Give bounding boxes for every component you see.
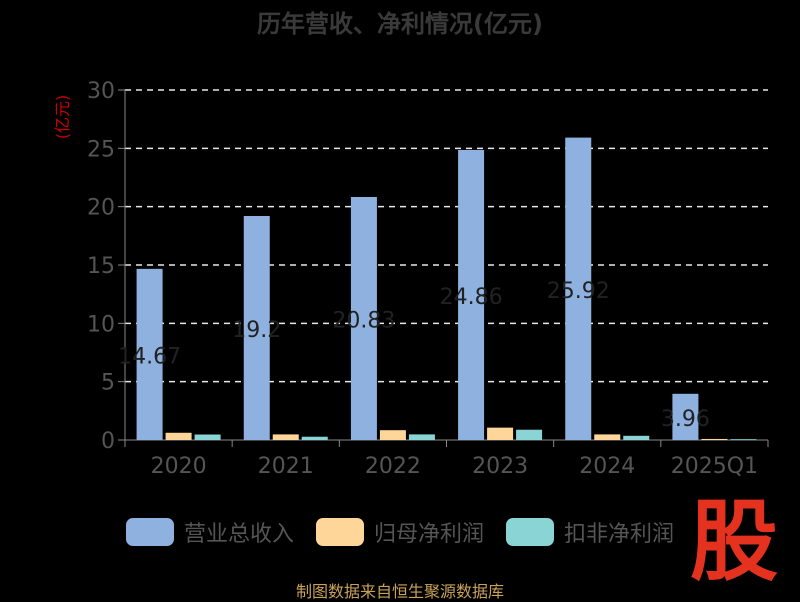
bar <box>379 430 406 440</box>
bar <box>701 438 728 440</box>
data-label: 24.86 <box>440 285 503 310</box>
source-note: 制图数据来自恒生聚源数据库 <box>295 582 504 601</box>
grid-lines <box>125 89 768 383</box>
bar <box>165 432 192 440</box>
y-axis-label: (亿元) <box>53 95 72 140</box>
bar <box>136 268 163 440</box>
y-tick-label: 5 <box>101 371 115 396</box>
x-tick-label: 2025Q1 <box>671 454 758 479</box>
data-labels: 14.67 19.2 20.83 24.86 25.92 3.96 <box>118 279 710 432</box>
bar <box>194 434 221 440</box>
y-tick-label: 30 <box>87 79 115 104</box>
y-tick-label: 25 <box>87 137 115 162</box>
x-tick-label: 2024 <box>579 454 635 479</box>
data-label: 19.2 <box>232 318 281 343</box>
bars <box>136 137 757 440</box>
data-label: 14.67 <box>118 344 181 369</box>
legend-swatch <box>125 518 174 546</box>
y-tick-label: 20 <box>87 196 115 221</box>
y-tick-label: 10 <box>87 312 115 337</box>
legend-item[interactable]: 扣非净利润 <box>506 516 674 548</box>
bar <box>272 434 299 440</box>
legend-swatch <box>315 518 364 546</box>
y-tick-label: 0 <box>101 429 115 454</box>
brand-logo: 股 <box>690 490 779 593</box>
bar <box>672 393 699 440</box>
bar <box>350 196 377 440</box>
x-tick-label: 2022 <box>365 454 421 479</box>
bar <box>458 149 485 440</box>
bar <box>516 429 543 440</box>
data-label: 3.96 <box>661 407 710 432</box>
y-tick-label: 15 <box>87 254 115 279</box>
legend-item[interactable]: 营业总收入 <box>125 516 294 548</box>
bar <box>565 137 592 440</box>
legend-swatch <box>506 518 554 546</box>
chart-title: 历年营收、净利情况(亿元) <box>257 10 543 38</box>
bar <box>730 439 757 440</box>
legend-item[interactable]: 归母净利润 <box>315 516 484 548</box>
legend-label: 归母净利润 <box>373 522 484 547</box>
x-tick-label: 2020 <box>151 454 207 479</box>
data-label: 25.92 <box>547 279 610 304</box>
bar <box>243 216 270 440</box>
bar <box>301 436 328 440</box>
bar <box>594 434 621 440</box>
bar <box>623 435 650 440</box>
x-tick-label: 2023 <box>472 454 528 479</box>
legend-label: 营业总收入 <box>183 522 294 547</box>
legend-label: 扣非净利润 <box>564 522 675 547</box>
bar <box>487 427 514 440</box>
bar <box>408 434 435 440</box>
data-label: 20.83 <box>332 308 395 333</box>
axes: 0 5 10 15 20 25 30 2020 2021 2022 2023 2024 2025Q1 <box>87 79 769 479</box>
legend: 营业总收入 归母净利润 扣非净利润 <box>0 516 800 548</box>
x-tick-label: 2021 <box>258 454 314 479</box>
